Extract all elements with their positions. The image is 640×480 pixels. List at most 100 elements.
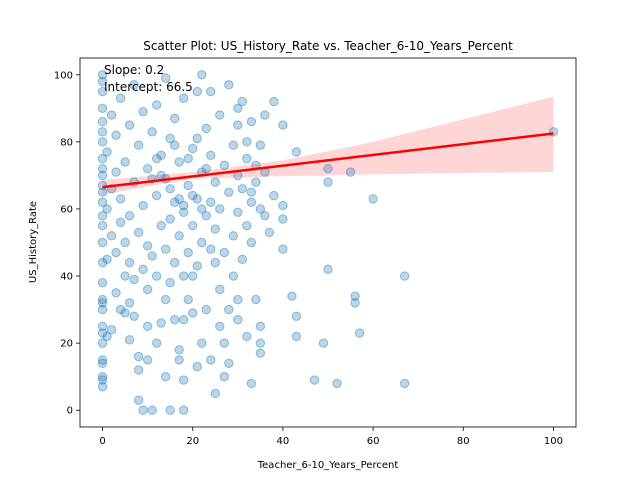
regression-line <box>102 132 554 189</box>
scatter-point <box>124 298 135 308</box>
scatter-point <box>206 197 216 207</box>
x-axis-ticks: 0 20 40 60 80 100 <box>99 427 563 447</box>
plot-border <box>79 57 577 428</box>
scatter-point <box>97 321 108 332</box>
scatter-point <box>188 308 198 318</box>
scatter-point <box>97 328 108 338</box>
scatter-point <box>120 157 130 167</box>
scatter-point <box>188 143 198 154</box>
scatter-point <box>350 298 360 308</box>
scatter-point <box>206 355 216 365</box>
scatter-point <box>278 244 288 254</box>
scatter-point <box>97 358 108 368</box>
scatter-point <box>169 314 180 325</box>
scatter-point <box>97 180 108 191</box>
scatter-point <box>210 257 220 268</box>
scatter-point <box>97 70 108 80</box>
scatter-point <box>179 314 189 325</box>
scatter-point <box>133 227 144 238</box>
scatter-point <box>169 197 180 207</box>
scatter-point <box>246 237 257 248</box>
scatter-point <box>188 190 198 201</box>
scatter-point <box>255 321 266 332</box>
scatter-point <box>192 86 202 97</box>
scatter-point <box>151 153 162 164</box>
scatter-point <box>179 207 189 218</box>
scatter-point <box>97 210 108 221</box>
scatter-point <box>169 257 180 268</box>
scatter-point <box>255 140 266 150</box>
scatter-point <box>237 254 248 264</box>
scatter-point <box>102 254 112 264</box>
scatter-point <box>206 244 216 254</box>
scatter-point <box>183 247 193 258</box>
scatter-point <box>201 123 211 134</box>
scatter-point <box>97 371 108 382</box>
scatter-point <box>251 177 261 187</box>
scatter-point <box>260 110 270 120</box>
scatter-point <box>97 117 108 127</box>
scatter-point <box>120 271 130 281</box>
scatter-point <box>206 150 216 160</box>
scatter-point <box>97 197 108 207</box>
scatter-point <box>318 338 329 348</box>
scatter-point <box>97 103 108 114</box>
scatter-point <box>142 241 153 251</box>
slope-annotation: Slope: 0.2 <box>104 63 164 77</box>
scatter-point <box>115 194 126 204</box>
scatter-point <box>147 127 157 137</box>
y-tick-label: 40 <box>60 272 73 283</box>
scatter-point <box>269 190 279 201</box>
scatter-point <box>115 217 126 228</box>
scatter-point <box>97 278 108 288</box>
scatter-point <box>192 261 202 271</box>
scatter-point <box>309 375 320 385</box>
scatter-point <box>219 371 229 382</box>
scatter-point <box>323 264 333 275</box>
x-axis-label: Teacher_6-10_Years_Percent <box>257 460 399 471</box>
scatter-point <box>138 264 148 275</box>
scatter-point <box>115 93 126 103</box>
scatter-point <box>260 210 270 221</box>
scatter-point <box>129 80 139 90</box>
scatter-point <box>165 278 175 288</box>
scatter-point <box>97 338 108 348</box>
scatter-point <box>192 133 202 144</box>
scatter-point <box>354 328 365 338</box>
y-tick-label: 80 <box>60 137 73 148</box>
scatter-point <box>233 103 243 114</box>
scatter-point <box>174 194 184 204</box>
scatter-point <box>111 247 121 258</box>
scatter-point <box>165 133 175 144</box>
scatter-point <box>124 335 135 345</box>
scatter-point <box>102 331 112 342</box>
scatter-point <box>179 271 189 281</box>
scatter-point <box>237 184 248 194</box>
scatter-point <box>179 375 189 385</box>
scatter-point <box>156 221 166 231</box>
scatter-point <box>345 167 356 177</box>
scatter-point <box>133 395 144 405</box>
scatter-point <box>133 351 144 362</box>
scatter-point <box>169 113 180 124</box>
scatter-point <box>97 237 108 248</box>
scatter-point <box>197 70 207 80</box>
scatter-point <box>246 187 257 197</box>
scatter-point <box>124 210 135 221</box>
scatter-point <box>156 150 166 160</box>
scatter-point <box>242 221 252 231</box>
scatter-point <box>242 331 252 342</box>
scatter-point <box>151 100 162 110</box>
scatter-point <box>399 271 410 281</box>
scatter-point <box>179 93 189 103</box>
scatter-point <box>97 76 108 87</box>
scatter-point <box>233 120 243 130</box>
scatter-point <box>147 251 157 261</box>
scatter-point <box>120 308 130 318</box>
scatter-point <box>215 284 225 295</box>
scatter-point <box>224 80 234 90</box>
scatter-point <box>255 204 266 214</box>
x-tick-label: 60 <box>367 436 380 447</box>
scatter-point <box>129 274 139 285</box>
y-tick-label: 20 <box>60 339 73 350</box>
